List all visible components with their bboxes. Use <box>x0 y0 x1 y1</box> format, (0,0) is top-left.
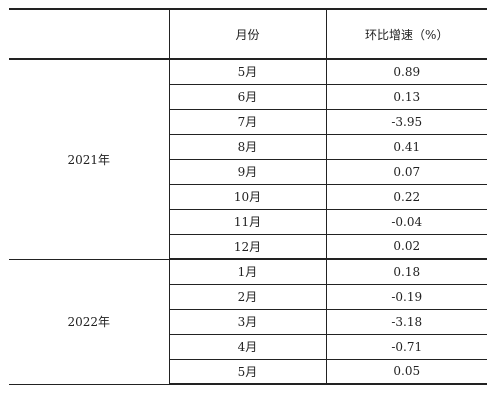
month-cell: 5月 <box>168 359 326 385</box>
value-cell: -3.95 <box>325 109 487 135</box>
month-cell: 8月 <box>168 134 326 160</box>
value-cell: 0.41 <box>325 134 487 160</box>
header-rate: 环比增速（%） <box>325 8 487 60</box>
header-empty-cell <box>9 8 169 60</box>
table-header: 月份 环比增速（%） <box>9 8 487 60</box>
table-row: 12月 0.02 <box>9 234 487 260</box>
month-cell: 11月 <box>168 209 326 235</box>
month-cell: 4月 <box>168 334 326 360</box>
month-cell: 5月 <box>168 59 326 85</box>
table-row: 9月 0.07 <box>9 159 487 185</box>
value-cell: 0.13 <box>325 84 487 110</box>
value-cell: 0.18 <box>325 259 487 285</box>
year-cell: 2022年 <box>9 259 169 385</box>
table-row: 2021年 5月 0.89 <box>9 59 487 260</box>
year-group-2021: 2021年 5月 0.89 6月 0.13 7月 -3.95 8月 0.41 9… <box>9 59 487 260</box>
value-cell: 0.02 <box>325 234 487 260</box>
month-cell: 10月 <box>168 184 326 210</box>
table-row: 2022年 1月 0.18 <box>9 259 487 385</box>
table-row: 11月 -0.04 <box>9 209 487 235</box>
month-cell: 3月 <box>168 309 326 335</box>
table-row: 6月 0.13 <box>9 84 487 110</box>
month-cell: 1月 <box>168 259 326 285</box>
value-cell: -3.18 <box>325 309 487 335</box>
header-month: 月份 <box>168 8 326 60</box>
table-row: 10月 0.22 <box>9 184 487 210</box>
table-row: 3月 -3.18 <box>9 309 487 335</box>
value-cell: 0.07 <box>325 159 487 185</box>
value-cell: 0.05 <box>325 359 487 385</box>
month-cell: 6月 <box>168 84 326 110</box>
table-row: 8月 0.41 <box>9 134 487 160</box>
data-table: 月份 环比增速（%） 2021年 5月 0.89 6月 0.13 7月 -3.9… <box>9 8 487 385</box>
month-cell: 7月 <box>168 109 326 135</box>
table-row: 4月 -0.71 <box>9 334 487 360</box>
month-cell: 12月 <box>168 234 326 260</box>
value-cell: -0.04 <box>325 209 487 235</box>
table-row: 5月 0.05 <box>9 359 487 385</box>
value-cell: 0.22 <box>325 184 487 210</box>
table-row: 7月 -3.95 <box>9 109 487 135</box>
month-cell: 9月 <box>168 159 326 185</box>
month-cell: 2月 <box>168 284 326 310</box>
value-cell: -0.19 <box>325 284 487 310</box>
year-cell: 2021年 <box>9 59 169 260</box>
year-group-2022: 2022年 1月 0.18 2月 -0.19 3月 -3.18 4月 -0.71… <box>9 259 487 385</box>
value-cell: -0.71 <box>325 334 487 360</box>
table-row: 2月 -0.19 <box>9 284 487 310</box>
value-cell: 0.89 <box>325 59 487 85</box>
